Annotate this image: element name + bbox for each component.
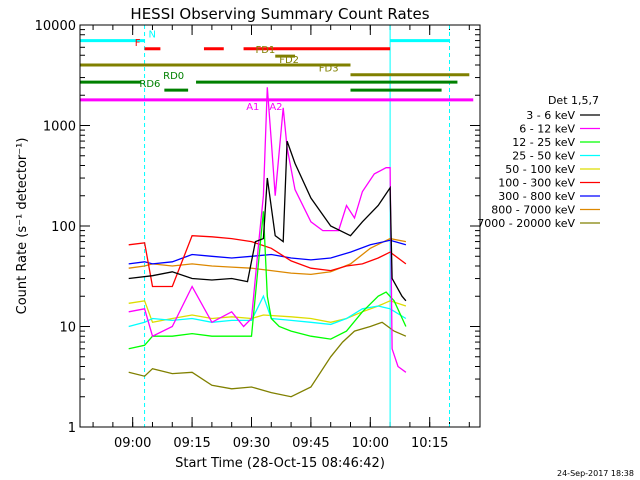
flag-bar-label: A1 bbox=[246, 102, 259, 113]
x-tick-label: 10:00 bbox=[352, 436, 389, 451]
series-line bbox=[128, 239, 407, 265]
x-tick-label: 09:15 bbox=[173, 436, 210, 451]
x-tick-label: 09:45 bbox=[292, 436, 329, 451]
x-tick-label: 09:30 bbox=[233, 436, 270, 451]
flag-bar-label: FD2 bbox=[279, 55, 299, 66]
plot-frame bbox=[79, 24, 481, 428]
timestamp: 24-Sep-2017 18:38 bbox=[557, 469, 634, 478]
y-tick-label: 100 bbox=[51, 220, 76, 235]
flag-bar-label: A2 bbox=[269, 102, 282, 113]
flag-bar-label: N bbox=[149, 30, 156, 41]
x-tick-label: 09:00 bbox=[114, 436, 151, 451]
series-line bbox=[128, 87, 407, 373]
legend-label: 12 - 25 keV bbox=[512, 136, 575, 149]
legend-label: 7000 - 20000 keV bbox=[477, 217, 575, 230]
series-line bbox=[128, 321, 407, 398]
y-tick-label: 1000 bbox=[43, 120, 76, 135]
series-line bbox=[128, 237, 407, 276]
series-line bbox=[128, 235, 407, 288]
legend-label: 300 - 800 keV bbox=[498, 190, 575, 203]
legend-label: 25 - 50 keV bbox=[512, 150, 575, 163]
y-tick-label: 10 bbox=[59, 321, 76, 336]
plot-layer: 09:00 09:15 09:30 09:45 10:00 10:15 1 10 100 1000… bbox=[35, 19, 480, 451]
y-axis-label: Count Rate (s⁻¹ detector⁻¹) bbox=[15, 138, 30, 315]
legend-label: 6 - 12 keV bbox=[519, 123, 575, 136]
legend-label: 3 - 6 keV bbox=[526, 109, 575, 122]
series-line bbox=[128, 300, 407, 324]
chart-title: HESSI Observing Summary Count Rates bbox=[130, 5, 429, 23]
flag-bar-label: F bbox=[135, 38, 141, 49]
y-tick-label: 10000 bbox=[35, 19, 76, 34]
legend-label: 50 - 100 keV bbox=[505, 163, 575, 176]
flag-bar-label: FD1 bbox=[255, 45, 275, 56]
flag-bar-label: RD6 bbox=[139, 79, 160, 90]
legend-label: 800 - 7000 keV bbox=[491, 204, 575, 217]
flag-bar-label: FD3 bbox=[319, 64, 339, 75]
y-tick-label: 1 bbox=[68, 421, 76, 436]
legend-title: Det 1,5,7 bbox=[548, 94, 599, 107]
series-line bbox=[128, 211, 407, 350]
x-tick-label: 10:15 bbox=[411, 436, 448, 451]
series-line bbox=[128, 140, 407, 302]
x-axis-label: Start Time (28-Oct-15 08:46:42) bbox=[175, 456, 385, 471]
flag-bar-label: RD0 bbox=[163, 71, 184, 82]
legend-label: 100 - 300 keV bbox=[498, 177, 575, 190]
